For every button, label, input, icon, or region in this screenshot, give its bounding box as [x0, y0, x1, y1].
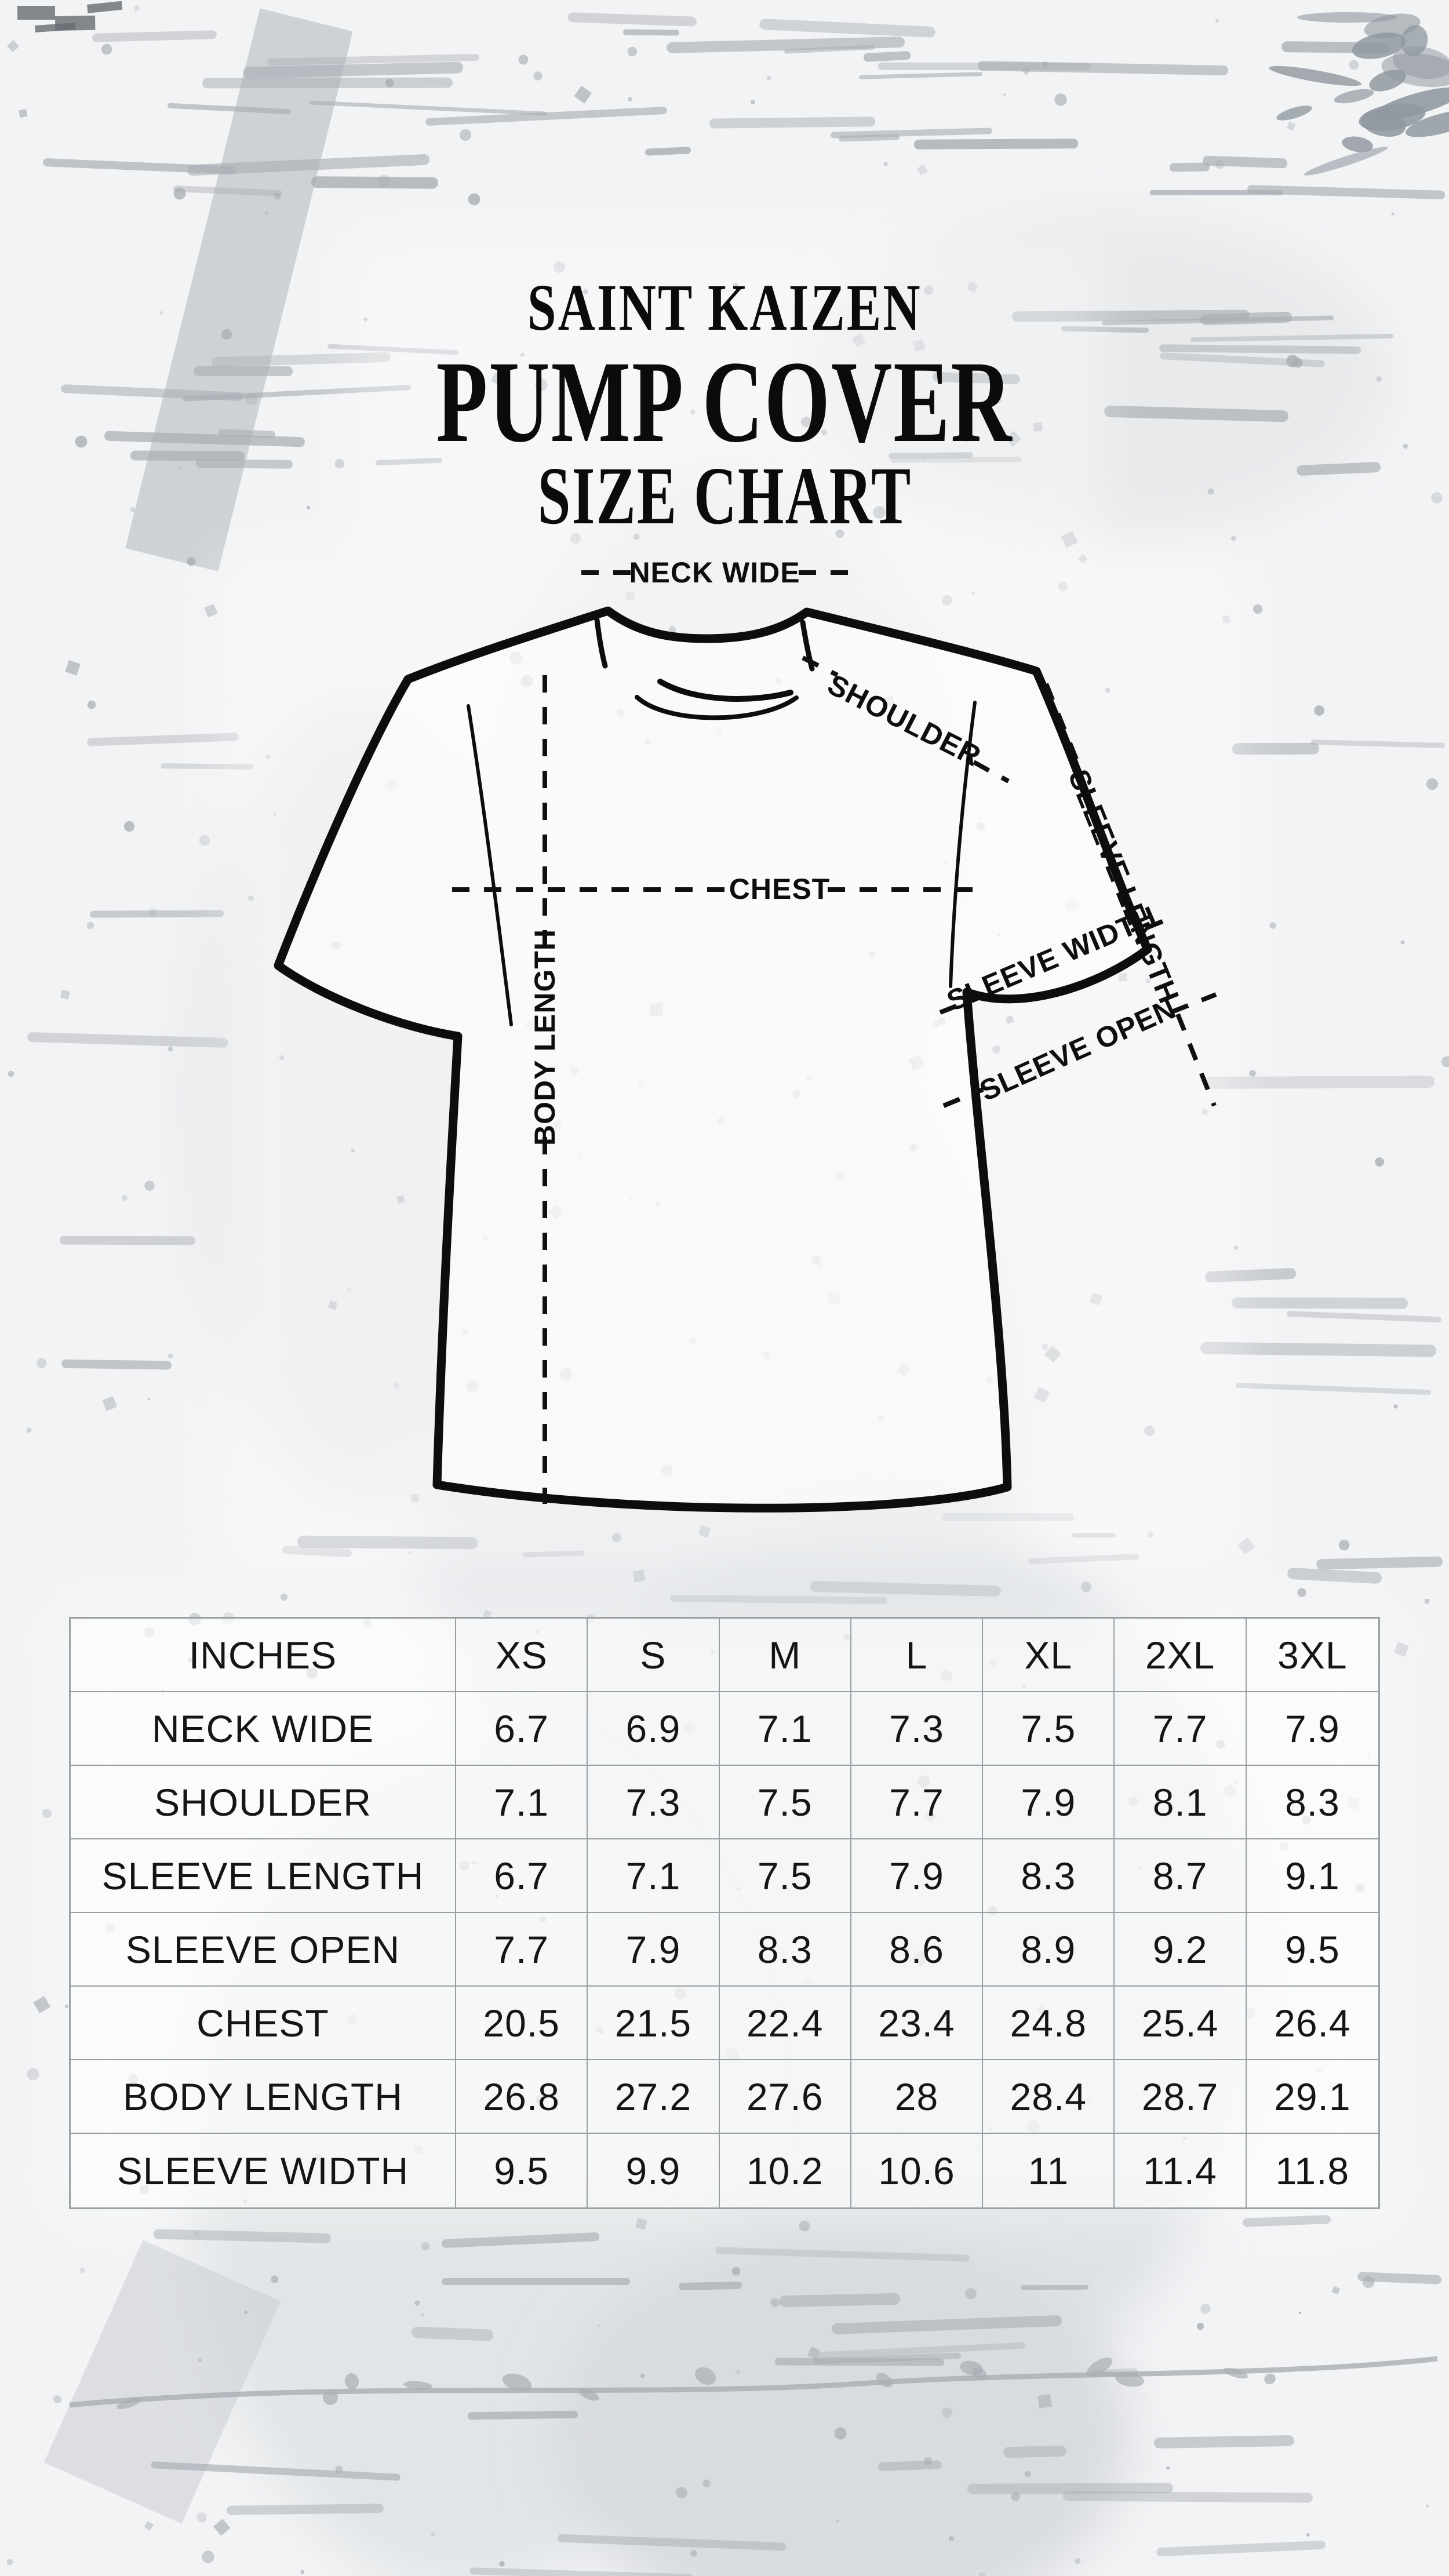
table-cell: 8.1 [1115, 1766, 1247, 1839]
table-cell: 28.7 [1115, 2060, 1247, 2134]
table-cell: 7.3 [851, 1692, 984, 1766]
table-cell: 8.3 [983, 1839, 1115, 1913]
brand-title: SAINT KAIZEN [527, 271, 922, 344]
size-table: INCHES XS S M L XL 2XL 3XL NECK WIDE 6.7 6.9 7.1 7.3… [69, 1617, 1380, 2209]
table-cell: 7.9 [983, 1766, 1115, 1839]
table-cell: 7.1 [719, 1692, 851, 1766]
table-cell: 6.7 [456, 1839, 588, 1913]
table-row-label: NECK WIDE [71, 1692, 456, 1766]
table-col-header: S [588, 1619, 720, 1692]
table-cell: 7.9 [1246, 1692, 1378, 1766]
table-cell: 9.1 [1246, 1839, 1378, 1913]
neck-wide-label: NECK WIDE [629, 556, 800, 589]
table-cell: 8.9 [983, 1913, 1115, 1987]
tshirt-outline [274, 606, 1152, 1513]
table-row-label: SLEEVE WIDTH [71, 2134, 456, 2207]
table-row-label: SLEEVE OPEN [71, 1913, 456, 1987]
table-cell: 9.9 [588, 2134, 720, 2207]
table-cell: 27.2 [588, 2060, 720, 2134]
sleeve-open-label: SLEEVE OPEN [975, 992, 1181, 1107]
table-cell: 10.6 [851, 2134, 984, 2207]
table-cell: 7.5 [983, 1692, 1115, 1766]
sleeve-length-dash [1044, 683, 1217, 1107]
table-cell: 6.9 [588, 1692, 720, 1766]
table-cell: 26.8 [456, 2060, 588, 2134]
table-cell: 28.4 [983, 2060, 1115, 2134]
table-cell: 11.4 [1115, 2134, 1247, 2207]
table-row-label: BODY LENGTH [71, 2060, 456, 2134]
table-cell: 10.2 [720, 2134, 851, 2207]
table-cell: 25.4 [1115, 1987, 1247, 2060]
table-cell: 8.3 [719, 1913, 851, 1987]
table-cell: 27.6 [719, 2060, 851, 2134]
table-row-label: CHEST [71, 1987, 456, 2060]
chest-label: CHEST [729, 873, 830, 905]
table-col-header: XL [983, 1619, 1115, 1692]
shoulder-dash [802, 655, 1010, 784]
table-cell: 8.6 [851, 1913, 984, 1987]
table-cell: 23.4 [851, 1987, 984, 2060]
product-title: PUMP COVER [436, 337, 1013, 467]
table-cell: 7.7 [1115, 1692, 1247, 1766]
tshirt-diagram: NECK WIDE SHOULDER SLEEVE LENGTH CHEST B… [274, 556, 1217, 1513]
table-cell: 22.4 [719, 1987, 851, 2060]
collar-band-upper [657, 679, 793, 702]
table-cell: 6.7 [456, 1692, 588, 1766]
table-cell: 7.3 [588, 1766, 720, 1839]
table-cell: 26.4 [1246, 1987, 1378, 2060]
collar-band-lower [635, 695, 799, 720]
sleeve-open-dash [942, 992, 1217, 1108]
table-cell: 7.1 [588, 1839, 720, 1913]
table-col-header: L [851, 1619, 984, 1692]
table-cell: 9.2 [1115, 1913, 1247, 1987]
collar-fold-right [800, 620, 815, 672]
table-col-header: 3XL [1246, 1619, 1378, 1692]
table-cell: 7.7 [851, 1766, 984, 1839]
sleeve-width-dash [939, 916, 1171, 1015]
table-cell: 11 [983, 2134, 1115, 2207]
table-col-header: XS [456, 1619, 588, 1692]
table-cell: 11.8 [1275, 2149, 1350, 2192]
table-cell: 7.5 [719, 1839, 851, 1913]
body-length-label: BODY LENGTH [529, 929, 561, 1146]
table-cell: 28 [851, 2060, 984, 2134]
table-cell: 7.1 [456, 1766, 588, 1839]
table-cell: 7.5 [719, 1766, 851, 1839]
table-row-label: SHOULDER [71, 1766, 456, 1839]
table-unit-header: INCHES [71, 1619, 456, 1692]
table-cell: 8.7 [1115, 1839, 1247, 1913]
table-cell: 9.5 [456, 2134, 588, 2207]
size-chart-title: SIZE CHART [537, 450, 912, 541]
table-cell: 7.7 [456, 1913, 588, 1987]
table-cell: 9.5 [1246, 1913, 1378, 1987]
table-cell: 24.8 [983, 1987, 1115, 2060]
table-cell: 21.5 [588, 1987, 720, 2060]
table-col-header: 2XL [1115, 1619, 1247, 1692]
table-cell: 7.9 [588, 1913, 720, 1987]
collar-fold-left [594, 617, 608, 669]
table-cell: 20.5 [456, 1987, 588, 2060]
table-row-label: SLEEVE LENGTH [71, 1839, 456, 1913]
armhole-seam-left [467, 704, 513, 1026]
table-cell: 8.3 [1246, 1766, 1378, 1839]
table-cell: 7.9 [851, 1839, 984, 1913]
table-col-header: M [719, 1619, 851, 1692]
armhole-seam-right [949, 701, 977, 988]
table-cell: 29.1 [1246, 2060, 1378, 2134]
